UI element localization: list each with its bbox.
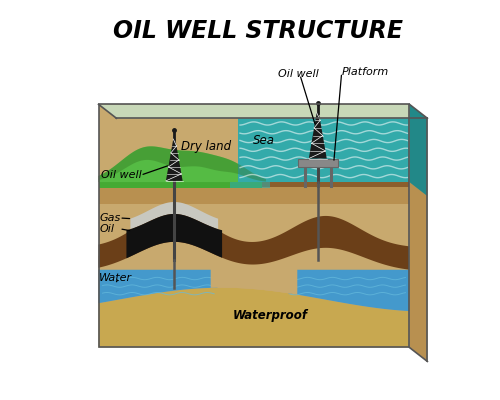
Text: Oil: Oil — [100, 224, 114, 234]
Text: Sea: Sea — [253, 134, 275, 147]
Polygon shape — [410, 104, 428, 196]
Bar — [298, 158, 338, 167]
Polygon shape — [98, 256, 409, 311]
Polygon shape — [98, 182, 409, 204]
Text: Platform: Platform — [342, 68, 389, 78]
Polygon shape — [288, 270, 410, 311]
Polygon shape — [130, 202, 218, 229]
Text: OIL WELL STRUCTURE: OIL WELL STRUCTURE — [113, 19, 403, 43]
Polygon shape — [98, 104, 427, 118]
Text: Waterproof: Waterproof — [232, 309, 308, 322]
Polygon shape — [238, 108, 410, 182]
Polygon shape — [98, 182, 262, 188]
Text: Oil well: Oil well — [100, 170, 141, 180]
Polygon shape — [210, 228, 298, 295]
Polygon shape — [98, 146, 266, 182]
Polygon shape — [230, 182, 270, 188]
Polygon shape — [98, 146, 266, 182]
Polygon shape — [126, 214, 222, 258]
Text: Gas: Gas — [100, 213, 120, 223]
Polygon shape — [309, 113, 326, 158]
Polygon shape — [410, 104, 428, 362]
Text: Oil well: Oil well — [278, 70, 318, 80]
Polygon shape — [98, 104, 409, 348]
Polygon shape — [98, 288, 409, 348]
Text: Water: Water — [100, 273, 132, 283]
Polygon shape — [410, 182, 428, 362]
Polygon shape — [166, 139, 182, 181]
Polygon shape — [98, 270, 218, 303]
Polygon shape — [98, 182, 409, 187]
Polygon shape — [98, 208, 409, 270]
Text: Dry land: Dry land — [181, 140, 231, 153]
